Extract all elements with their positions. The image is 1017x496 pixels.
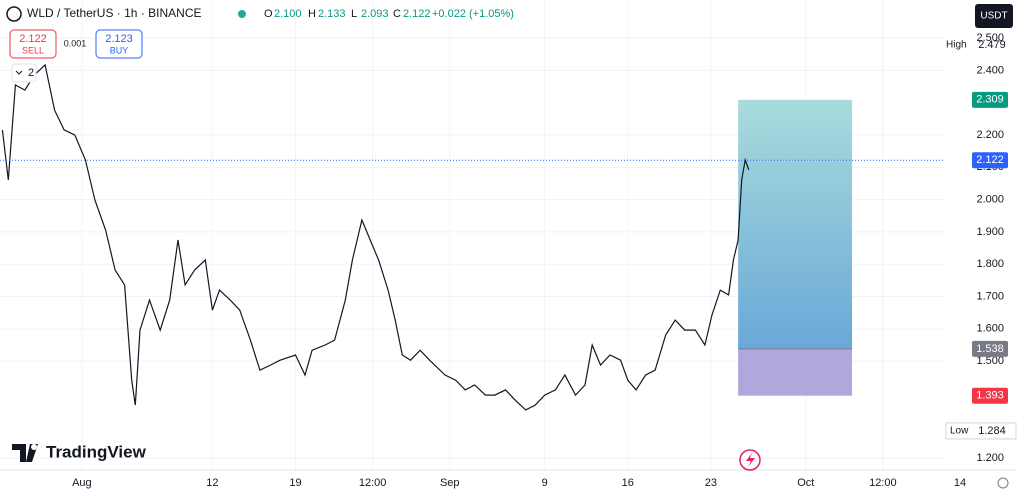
stop-label-box: [972, 387, 1008, 404]
ohlc: O 2.100 H 2.133 L 2.093 C 2.122: [264, 8, 431, 20]
currency-button[interactable]: [975, 4, 1013, 28]
ohlc-value: 2.093: [361, 8, 389, 20]
buy-price: 2.123: [105, 33, 133, 45]
sell-label: SELL: [22, 45, 44, 55]
buy-label: BUY: [110, 45, 129, 55]
target-label-box: [972, 91, 1008, 108]
y-tick-label: 1.900: [976, 226, 1004, 238]
y-tick-label: 1.200: [976, 452, 1004, 464]
ohlc-key: O: [264, 8, 273, 20]
x-tick-label: 12: [206, 477, 218, 489]
ohlc-key: H: [308, 8, 316, 20]
y-tick-label: 1.700: [976, 290, 1004, 302]
ohlc-value: 2.133: [318, 8, 346, 20]
x-tick-label: 23: [705, 477, 717, 489]
sell-price: 2.122: [19, 33, 47, 45]
last-price-label: 2.122: [976, 154, 1004, 166]
target-label: 2.309: [976, 94, 1004, 106]
y-tick-label: 2.000: [976, 194, 1004, 206]
symbol: WLD / TetherUS · 1h · BINANCE: [27, 6, 202, 20]
spread: 0.001: [64, 38, 87, 48]
x-tick-label: Oct: [797, 477, 814, 489]
low-value: 1.284: [978, 425, 1006, 437]
symbol-icon: [6, 6, 22, 22]
status-dot: [238, 10, 246, 18]
y-tick-label: 1.500: [976, 355, 1004, 367]
high-value: 2.479: [978, 39, 1006, 51]
low-box: [945, 422, 1017, 440]
plot: [0, 0, 945, 470]
indicator-count: 2: [28, 67, 34, 79]
y-tick-label: 2.400: [976, 64, 1004, 76]
brand: TradingView: [46, 442, 147, 461]
stop-label: 1.393: [976, 390, 1004, 402]
last-price-label-box: [972, 152, 1008, 169]
y-tick-label: 2.200: [976, 129, 1004, 141]
entry-label: 1.538: [976, 343, 1004, 355]
high-label: High: [946, 40, 967, 51]
event-bolt: [746, 453, 755, 467]
y-tick-label: 1.800: [976, 258, 1004, 270]
y-tick-label: 1.600: [976, 323, 1004, 335]
loss-zone: [738, 348, 853, 396]
x-tick-label: Sep: [440, 477, 460, 489]
ohlc-value: 2.100: [274, 8, 302, 20]
low-label: Low: [950, 426, 969, 437]
sell-button[interactable]: [9, 29, 57, 59]
y-tick-label: 2.500: [976, 32, 1004, 44]
profit-zone: [738, 99, 853, 349]
change: +0.022 (+1.05%): [432, 8, 514, 20]
ohlc-value: 2.122: [403, 8, 431, 20]
logo-mark: [12, 444, 38, 462]
x-tick-label: Aug: [72, 477, 92, 489]
x-tick-label: 9: [542, 477, 548, 489]
ohlc-key: L: [351, 8, 357, 20]
indicator-toggle[interactable]: [11, 63, 37, 83]
buy-button[interactable]: [95, 29, 143, 59]
x-tick-label: 12:00: [869, 477, 897, 489]
ohlc-key: C: [393, 8, 401, 20]
x-tick-label: 16: [622, 477, 634, 489]
x-tick-label: 14: [954, 477, 966, 489]
x-tick-label: 19: [289, 477, 301, 489]
price-line: [1, 63, 750, 411]
settings-icon[interactable]: [997, 477, 1009, 489]
currency: USDT: [980, 11, 1007, 22]
x-tick-label: 12:00: [359, 477, 387, 489]
entry-label-box: [972, 340, 1008, 357]
chevron: [15, 70, 23, 75]
